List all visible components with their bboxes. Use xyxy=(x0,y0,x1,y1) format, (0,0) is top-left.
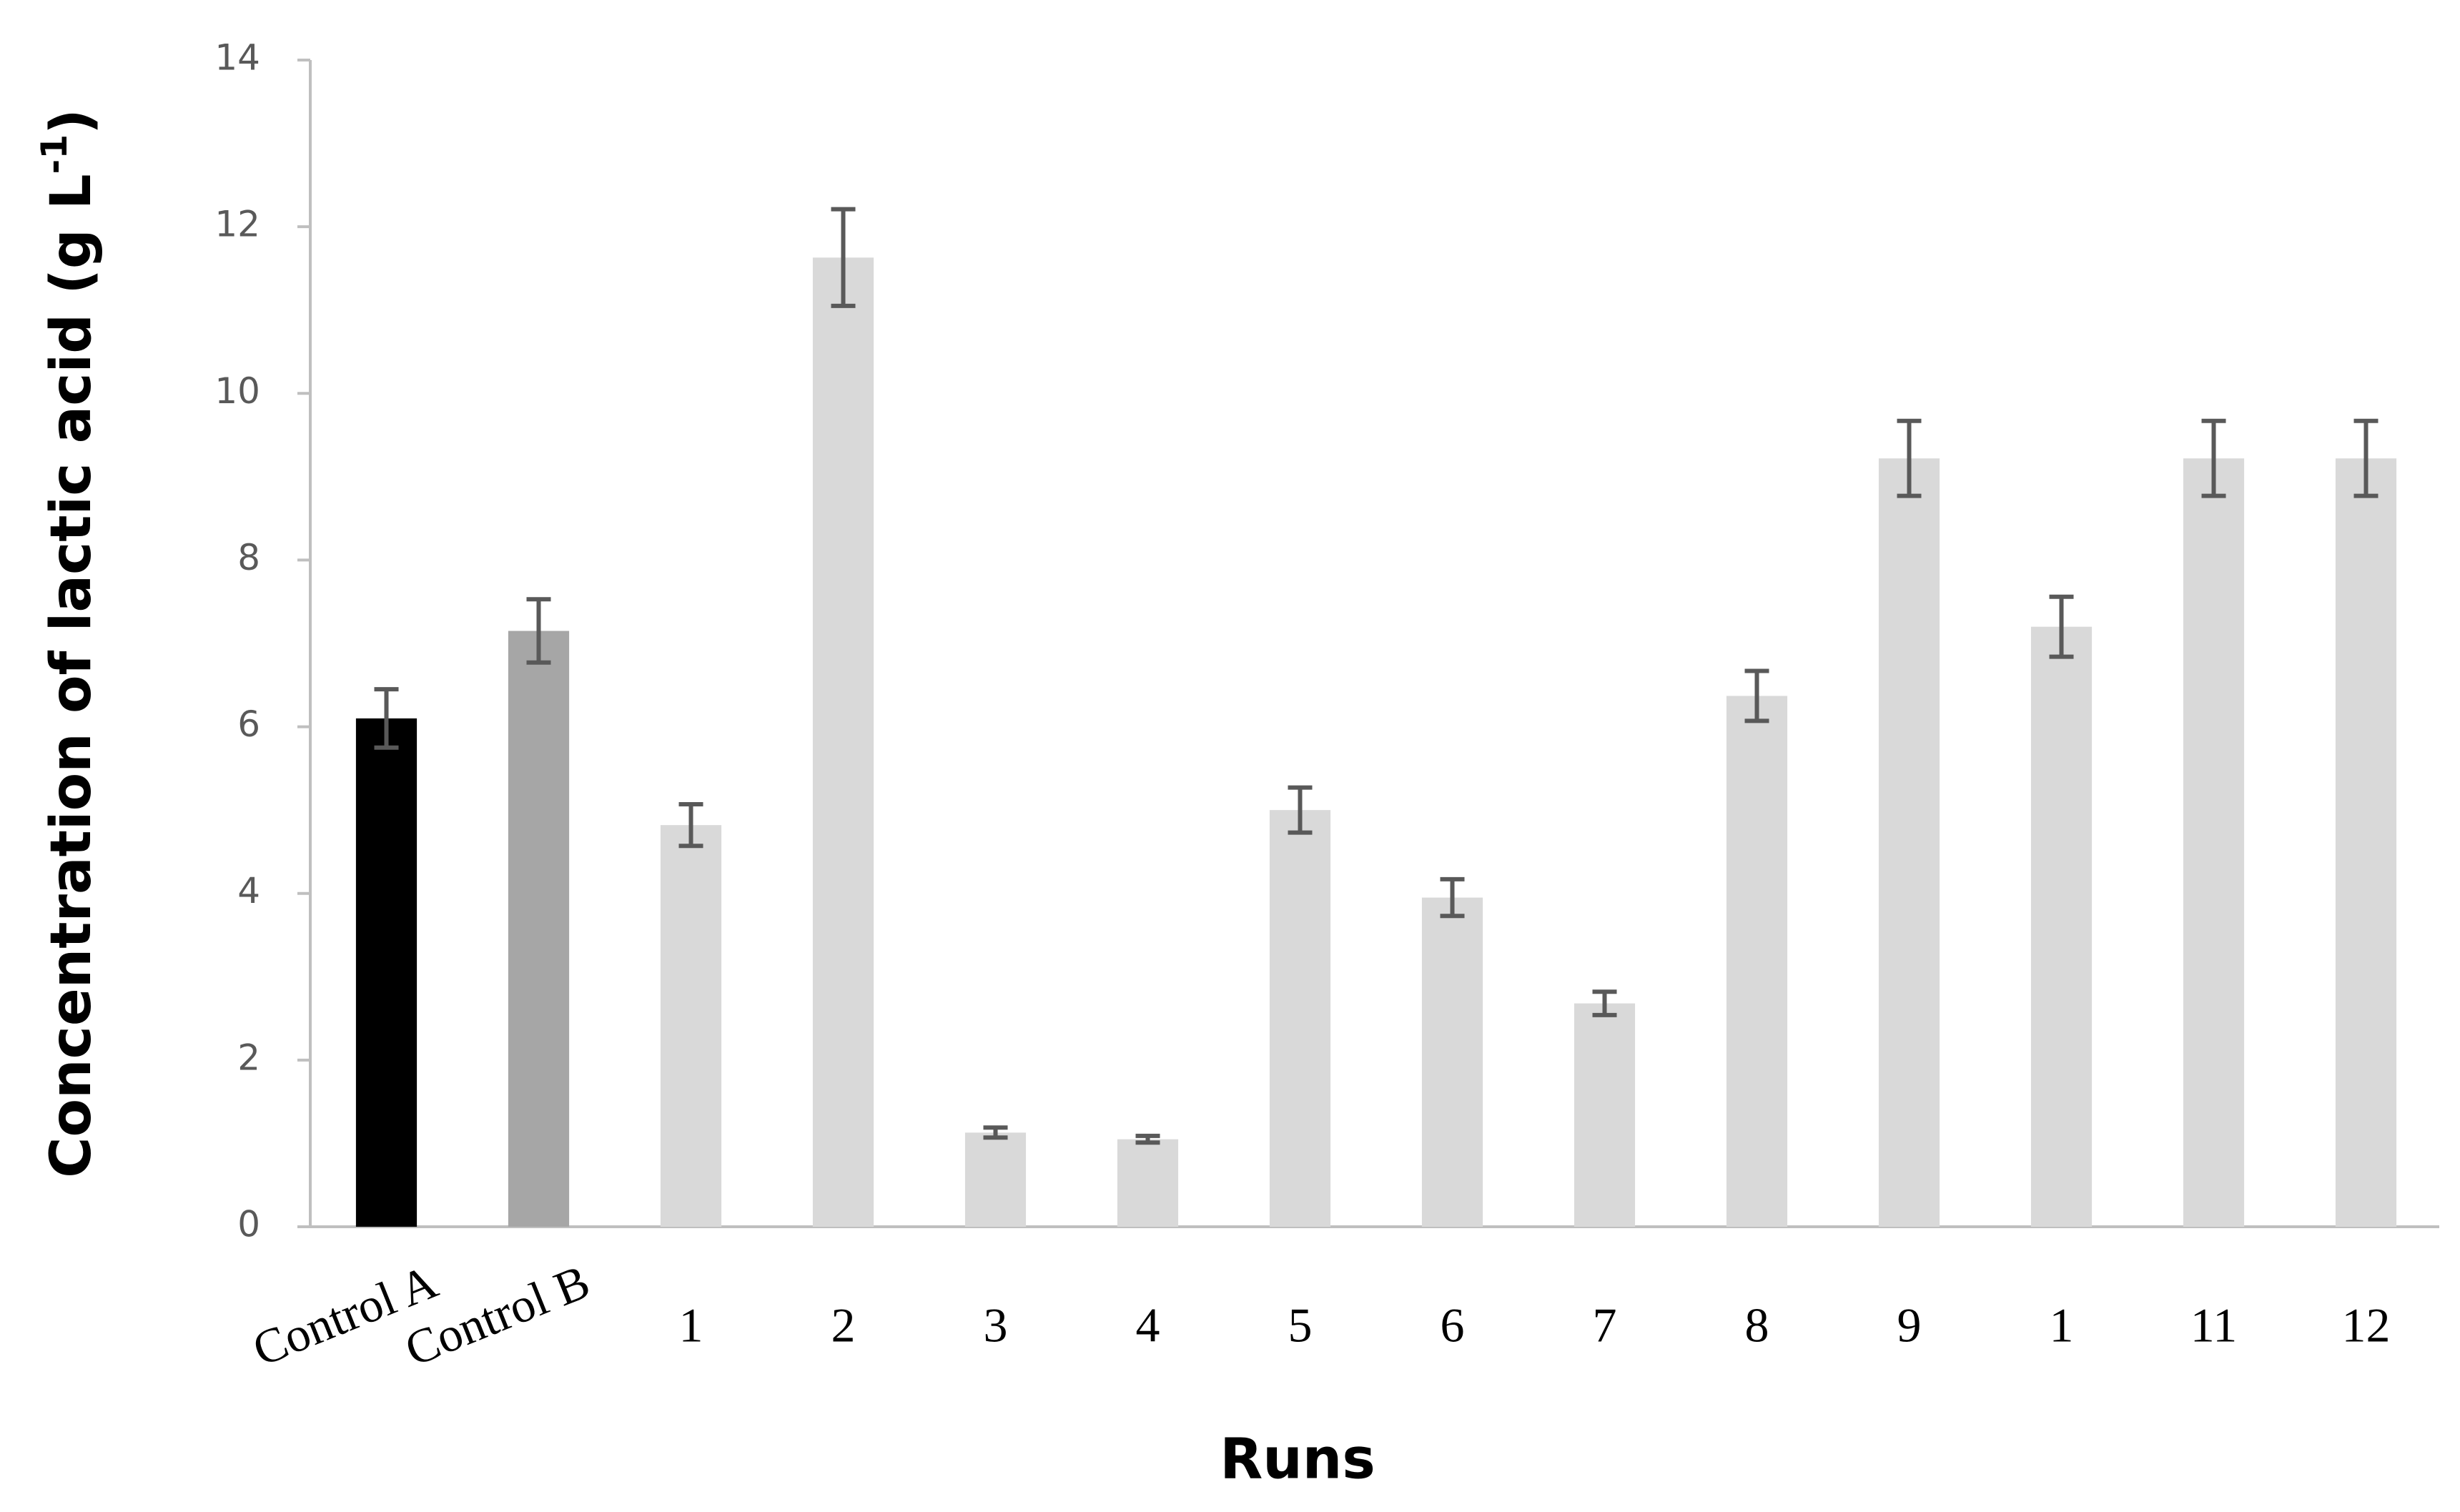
y-tick-label: 6 xyxy=(237,703,260,745)
error-bar xyxy=(1744,668,1769,723)
x-tick-label: 11 xyxy=(2190,1298,2237,1353)
bar xyxy=(1574,1003,1636,1227)
bar xyxy=(812,257,874,1227)
bar xyxy=(1269,810,1331,1227)
error-bar xyxy=(983,1125,1008,1140)
y-axis-title-sup: -1 xyxy=(34,134,75,174)
y-tick-label: 10 xyxy=(214,370,260,412)
error-bar xyxy=(1897,418,1922,498)
error-bar xyxy=(831,207,856,308)
y-tick-label: 2 xyxy=(237,1037,260,1078)
error-bar xyxy=(678,801,703,849)
y-tick-label: 14 xyxy=(214,37,260,79)
x-tick-label: 2 xyxy=(831,1298,856,1353)
error-bar xyxy=(1440,876,1465,919)
error-bar xyxy=(374,687,399,750)
bar xyxy=(1117,1139,1179,1227)
x-axis-title: Runs xyxy=(1220,1427,1375,1491)
error-bar xyxy=(2201,418,2226,498)
x-tick-label: 3 xyxy=(984,1298,1008,1353)
y-tick-label: 8 xyxy=(237,537,260,578)
error-bar xyxy=(1288,785,1313,835)
y-tick-label: 4 xyxy=(237,870,260,911)
x-tick-label: 1 xyxy=(2050,1298,2074,1353)
bar xyxy=(2030,626,2093,1227)
x-tick-label: 1 xyxy=(679,1298,703,1353)
bar xyxy=(1878,458,1940,1227)
bar xyxy=(2183,458,2245,1227)
x-tick-label: 6 xyxy=(1441,1298,1465,1353)
y-axis-title: Concentration of lactic acid (g L-1) xyxy=(34,109,104,1178)
x-tick-label: 12 xyxy=(2342,1298,2391,1353)
bar xyxy=(1421,897,1483,1227)
x-tick-label: 9 xyxy=(1897,1298,1922,1353)
x-tick-label: 8 xyxy=(1745,1298,1769,1353)
error-bar xyxy=(526,597,551,665)
bar xyxy=(508,631,570,1227)
bar xyxy=(2335,458,2397,1227)
error-bar xyxy=(2353,418,2379,498)
error-bar xyxy=(2049,594,2074,659)
bar xyxy=(355,718,418,1227)
bar xyxy=(660,825,722,1227)
y-axis-title-end: ) xyxy=(39,109,104,134)
x-tick-label: 7 xyxy=(1593,1298,1617,1353)
x-tick-label: 4 xyxy=(1136,1298,1160,1353)
y-axis-title-text: Concentration of lactic acid (g L xyxy=(39,174,104,1177)
y-tick-label: 12 xyxy=(214,204,260,245)
x-tick-label: 5 xyxy=(1288,1298,1313,1353)
bar xyxy=(964,1132,1027,1227)
y-tick-label: 0 xyxy=(237,1204,260,1245)
bar xyxy=(1726,696,1788,1227)
error-bar xyxy=(1592,989,1617,1017)
error-bar xyxy=(1135,1133,1160,1145)
